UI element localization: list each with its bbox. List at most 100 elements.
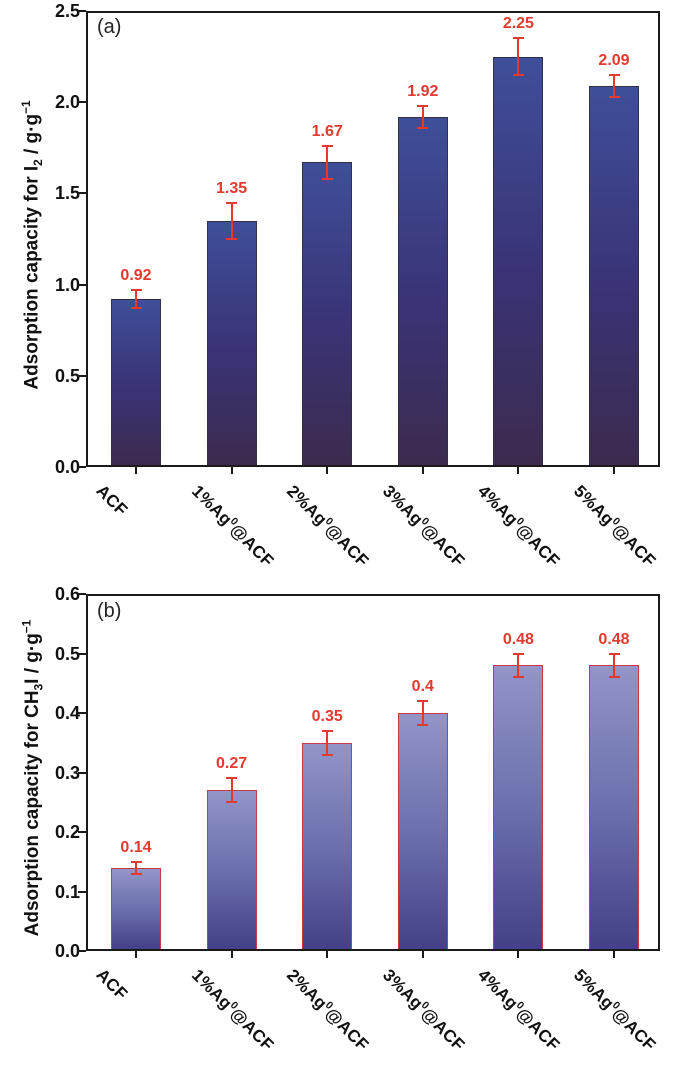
x-tick-mark xyxy=(421,467,424,474)
bar-value-label: 1.92 xyxy=(407,82,439,100)
error-bar-cap-top xyxy=(512,37,524,40)
y-tick-mark xyxy=(78,192,86,195)
error-bar-line xyxy=(135,290,137,309)
y-tick-label: 2.0 xyxy=(54,92,80,113)
bar xyxy=(397,116,448,466)
error-bar-line xyxy=(613,653,615,678)
x-tick-mark xyxy=(326,467,329,474)
panel-letter: (b) xyxy=(97,600,122,622)
error-bar-line xyxy=(230,778,233,803)
y-tick-mark xyxy=(78,771,86,774)
y-tick-label: 0.0 xyxy=(54,457,80,477)
x-tick-mark xyxy=(613,951,615,958)
error-bar-line xyxy=(230,202,233,239)
bar xyxy=(397,713,448,950)
error-bar-line xyxy=(421,105,424,128)
bar-value-label: 1.35 xyxy=(216,179,248,197)
bar-value-label: 0.14 xyxy=(120,838,152,856)
x-tick-mark xyxy=(421,951,424,958)
x-category-label: 4%Ag0@ACF xyxy=(474,965,564,1055)
error-bar-cap-bottom xyxy=(512,676,524,679)
error-bar-cap-top xyxy=(226,777,238,780)
y-tick-mark xyxy=(78,950,86,952)
error-bar-line xyxy=(421,701,424,725)
y-tick-mark xyxy=(78,374,86,377)
y-tick-label: 0.4 xyxy=(54,703,80,723)
bar xyxy=(111,299,161,466)
error-bar-cap-bottom xyxy=(130,872,142,875)
x-tick-mark xyxy=(230,467,233,474)
y-tick-mark xyxy=(78,466,86,468)
x-tick-mark xyxy=(230,951,233,958)
bar xyxy=(493,56,544,466)
bar xyxy=(589,85,639,466)
y-tick-mark xyxy=(78,652,86,655)
y-tick-mark xyxy=(78,10,86,12)
bar-value-label: 0.92 xyxy=(120,267,152,285)
error-bar-line xyxy=(326,730,329,755)
y-tick-mark xyxy=(78,831,86,833)
error-bar-cap-bottom xyxy=(417,126,429,129)
y-tick-label: 0.5 xyxy=(54,643,80,664)
y-tick-label: 0.1 xyxy=(54,881,80,902)
error-bar-line xyxy=(135,861,137,874)
y-tick-label: 1.5 xyxy=(54,183,80,204)
y-tick-label: 0.2 xyxy=(54,822,80,842)
y-tick-mark xyxy=(78,283,86,286)
x-category-label: 3%Ag0@ACF xyxy=(378,965,469,1055)
error-bar-cap-bottom xyxy=(226,238,238,240)
x-tick-mark xyxy=(135,951,137,958)
y-tick-label: 1.0 xyxy=(54,274,80,295)
y-tick-mark xyxy=(78,101,86,104)
y-tick-label: 0.0 xyxy=(54,941,80,961)
y-tick-mark xyxy=(78,712,86,714)
error-bar-cap-bottom xyxy=(512,73,524,76)
x-tick-mark xyxy=(135,467,137,474)
x-category-label: ACF xyxy=(92,965,132,1004)
error-bar-line xyxy=(326,145,329,179)
error-bar-cap-bottom xyxy=(608,95,620,98)
y-tick-label: 0.6 xyxy=(54,584,80,604)
error-bar-cap-top xyxy=(512,652,524,655)
error-bar-cap-bottom xyxy=(130,307,142,310)
error-bar-cap-top xyxy=(417,104,429,107)
y-tick-label: 2.5 xyxy=(54,1,80,21)
error-bar-cap-top xyxy=(608,652,620,655)
y-tick-label: 0.3 xyxy=(54,762,80,783)
bar-value-label: 0.48 xyxy=(598,630,630,648)
error-bar-line xyxy=(517,653,520,678)
error-bar-cap-top xyxy=(321,144,333,147)
bar-value-label: 2.09 xyxy=(598,51,630,69)
error-bar-cap-bottom xyxy=(608,676,620,679)
bar-value-label: 1.67 xyxy=(311,122,343,140)
y-axis-title: Adsorption capacity for I2 / g·g−1 xyxy=(19,100,46,390)
error-bar-cap-top xyxy=(130,289,142,292)
error-bar-cap-bottom xyxy=(417,723,429,726)
bar xyxy=(206,790,257,950)
error-bar-cap-top xyxy=(417,700,429,703)
bar-value-label: 2.25 xyxy=(502,15,534,33)
error-bar-cap-top xyxy=(226,201,238,204)
y-tick-label: 0.5 xyxy=(54,365,80,386)
y-tick-mark xyxy=(78,593,86,595)
x-category-label: 2%Ag0@ACF xyxy=(283,965,373,1055)
x-tick-mark xyxy=(517,467,520,474)
error-bar-cap-top xyxy=(321,729,333,732)
error-bar-cap-bottom xyxy=(321,753,333,756)
x-tick-mark xyxy=(517,951,520,958)
panel-letter: (a) xyxy=(97,16,122,38)
x-tick-mark xyxy=(326,951,329,958)
bar xyxy=(302,742,353,950)
x-category-label: 1%Ag0@ACF xyxy=(187,965,278,1055)
bar xyxy=(111,867,161,950)
error-bar-cap-bottom xyxy=(226,801,238,804)
error-bar-line xyxy=(517,38,520,75)
bar-value-label: 0.27 xyxy=(216,755,248,773)
error-bar-cap-bottom xyxy=(321,177,333,180)
error-bar-line xyxy=(613,74,615,97)
bar xyxy=(302,162,353,466)
bar-value-label: 0.4 xyxy=(411,678,434,696)
bar xyxy=(493,665,544,950)
